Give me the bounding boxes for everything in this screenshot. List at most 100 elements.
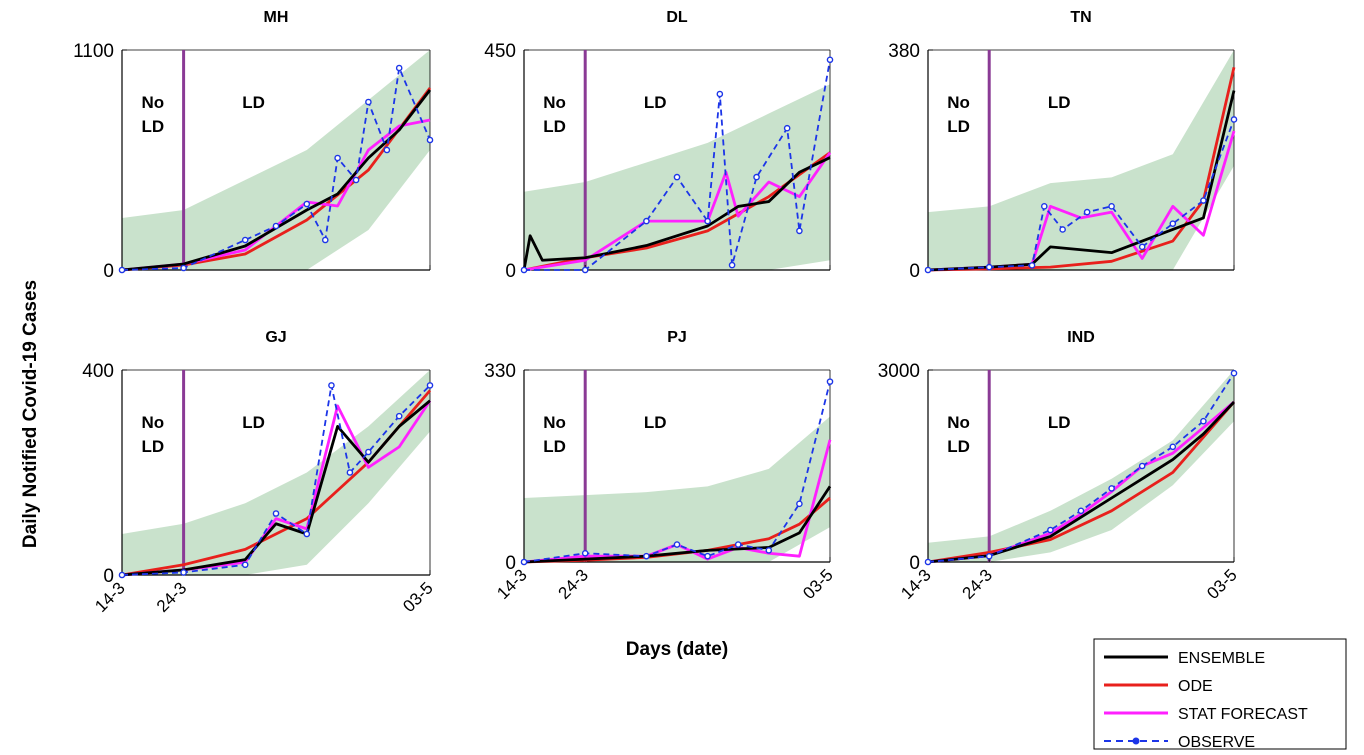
observe-point xyxy=(346,469,354,476)
observe-point xyxy=(734,541,742,548)
panel-gj: No LD LD GJ 0 400 14-3 24-3 03-5 xyxy=(82,329,437,616)
x-tick-label: 24-3 xyxy=(153,578,190,615)
legend-label-observe: OBSERVE xyxy=(1178,734,1255,751)
observe-point xyxy=(180,264,187,272)
uncertainty-band xyxy=(928,50,1234,270)
observe-point xyxy=(383,146,391,154)
observe-point xyxy=(321,236,329,244)
series-line-ensemble xyxy=(522,156,831,271)
observe-point xyxy=(716,90,724,98)
observe-point xyxy=(1047,526,1054,534)
observe-point xyxy=(241,236,249,244)
panels: No LD LD MH 0 1100 No LD LD DL 0 450 No LD LD TN 0 380 No L… xyxy=(73,9,1241,616)
region-label-no: No xyxy=(947,93,970,112)
panel-mh: No LD LD MH 0 1100 xyxy=(73,9,434,282)
series-line-ensemble xyxy=(927,90,1236,272)
observe-point xyxy=(352,176,360,184)
observe-point xyxy=(924,266,932,274)
x-tick-label: 24-3 xyxy=(555,565,592,602)
observe-point xyxy=(704,217,711,225)
y-tick-label: 0 xyxy=(909,261,920,282)
observe-point xyxy=(765,547,773,554)
y-tick-label: 3000 xyxy=(878,361,920,382)
region-label-ld-after: LD xyxy=(1048,413,1071,432)
observe-point xyxy=(334,154,341,162)
panel-ind: No LD LD IND 0 3000 14-3 24-3 03-5 xyxy=(878,329,1241,603)
observe-point xyxy=(426,382,434,389)
legend: ENSEMBLE ODE STAT FORECAST OBSERVE xyxy=(1093,638,1347,751)
region-label-ld-after: LD xyxy=(242,413,265,432)
observe-point xyxy=(796,500,803,508)
observe-point xyxy=(180,569,187,576)
x-axis-label: Days (date) xyxy=(626,639,728,660)
observe-point xyxy=(1200,417,1207,425)
observe-point xyxy=(924,558,932,566)
region-label-ld-after: LD xyxy=(242,93,265,112)
observe-point xyxy=(783,124,791,132)
y-tick-label: 0 xyxy=(909,553,920,574)
panel-title: PJ xyxy=(667,329,687,346)
observe-point xyxy=(272,510,280,517)
series-line-ode xyxy=(927,401,1236,564)
x-tick-label: 14-3 xyxy=(493,565,530,602)
observe-point xyxy=(1108,203,1115,210)
observe-point xyxy=(1077,507,1085,515)
observe-point xyxy=(303,200,311,208)
panel-dl: No LD LD DL 0 450 xyxy=(484,9,834,282)
observe-point xyxy=(395,64,403,72)
legend-marker-observe xyxy=(1132,737,1140,745)
observe-point xyxy=(985,552,993,560)
series-line-observe xyxy=(121,67,431,271)
y-tick-label: 0 xyxy=(103,566,114,587)
y-tick-label: 0 xyxy=(103,261,114,282)
y-tick-label: 0 xyxy=(505,553,516,574)
observe-point xyxy=(1169,220,1177,227)
legend-label-stat-forecast: STAT FORECAST xyxy=(1178,706,1308,723)
observe-point xyxy=(1230,369,1238,377)
region-label-ld-before: LD xyxy=(141,117,164,136)
observe-point xyxy=(826,56,834,64)
observe-point xyxy=(395,412,403,420)
uncertainty-band xyxy=(524,416,830,562)
observe-point xyxy=(118,571,126,579)
observe-point xyxy=(753,173,760,181)
observe-point xyxy=(643,552,650,560)
region-label-ld-after: LD xyxy=(644,413,667,432)
observe-point xyxy=(728,261,736,269)
x-tick-label: 14-3 xyxy=(91,578,128,615)
observe-point xyxy=(1200,197,1207,204)
series-line-ensemble xyxy=(121,89,432,272)
x-tick-label: 03-5 xyxy=(799,565,836,602)
region-label-no: No xyxy=(543,93,566,112)
series-line-observe xyxy=(523,381,831,563)
observe-point xyxy=(365,98,372,106)
region-label-ld-before: LD xyxy=(543,437,566,456)
observe-point xyxy=(826,378,834,385)
y-tick-label: 0 xyxy=(505,261,516,282)
region-label-no: No xyxy=(141,413,164,432)
observe-point xyxy=(520,266,528,274)
legend-label-ensemble: ENSEMBLE xyxy=(1178,650,1265,667)
observe-point xyxy=(673,541,681,548)
observe-point xyxy=(985,263,993,271)
panel-title: TN xyxy=(1070,9,1091,26)
y-tick-label: 380 xyxy=(888,41,920,62)
uncertainty-band xyxy=(122,50,430,270)
observe-point xyxy=(426,136,434,144)
series-line-ode xyxy=(523,151,831,272)
legend-label-ode: ODE xyxy=(1178,678,1213,695)
panel-title: DL xyxy=(666,9,688,26)
observe-point xyxy=(1040,203,1048,210)
region-label-no: No xyxy=(141,93,164,112)
panel-title: MH xyxy=(264,9,289,26)
region-label-ld-before: LD xyxy=(947,437,970,456)
observe-point xyxy=(1059,226,1066,233)
observe-point xyxy=(1138,243,1146,251)
y-tick-label: 450 xyxy=(484,41,516,62)
x-tick-label: 03-5 xyxy=(399,578,436,615)
x-tick-label: 14-3 xyxy=(897,565,934,602)
panel-tn: No LD LD TN 0 380 xyxy=(888,9,1238,282)
y-tick-label: 1100 xyxy=(73,41,114,62)
region-label-ld-after: LD xyxy=(1048,93,1071,112)
